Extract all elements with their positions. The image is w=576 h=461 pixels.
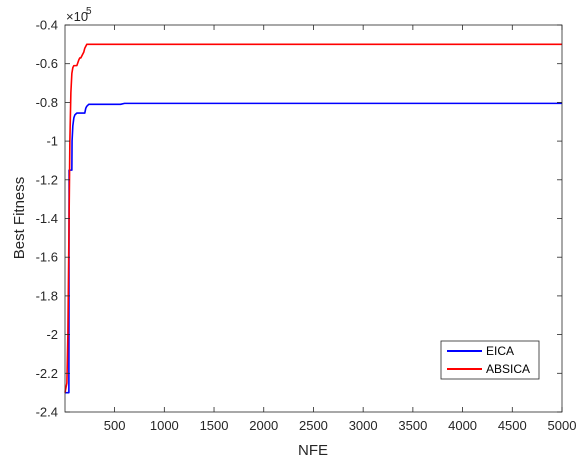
y-tick-label: -1.6: [36, 250, 58, 265]
y-tick-label: -0.6: [36, 56, 58, 71]
x-tick-label: 4500: [498, 418, 527, 433]
y-exponent-power: 5: [86, 6, 92, 17]
y-tick-label: -1.4: [36, 211, 58, 226]
x-tick-label: 2000: [249, 418, 278, 433]
legend-label-absica: ABSICA: [486, 362, 530, 376]
x-tick-label: 1500: [200, 418, 229, 433]
y-tick-label: -2: [46, 327, 58, 342]
y-tick-label: -1: [46, 134, 58, 149]
legend-label-eica: EICA: [486, 344, 514, 358]
ticks-layer: 500 1000 1500 2000 2500 3000 3500 4000 4500 5000 -…: [36, 18, 576, 434]
legend-box: [440, 340, 540, 380]
y-tick-label: -0.8: [36, 95, 58, 110]
series-line-absica: [64, 43, 562, 393]
x-tick-label: 1000: [150, 418, 179, 433]
y-tick-label: -2.2: [36, 366, 58, 381]
x-tick-label: 2500: [299, 418, 328, 433]
y-tick-label: -1.2: [36, 172, 58, 187]
y-exponent-base: ×10: [66, 9, 88, 24]
series-layer: [64, 43, 562, 394]
y-axis-label: Best Fitness: [11, 177, 28, 260]
legend: EICA ABSICA: [440, 340, 540, 380]
y-tick-label: -2.4: [36, 405, 58, 420]
x-tick-label: 3000: [349, 418, 378, 433]
series-line-eica: [65, 102, 562, 394]
y-tick-label: -0.4: [36, 18, 58, 33]
x-axis-label: NFE: [298, 442, 328, 459]
x-tick-label: 500: [104, 418, 126, 433]
y-tick-label: -1.8: [36, 288, 58, 303]
x-tick-label: 3500: [398, 418, 427, 433]
x-tick-label: 4000: [448, 418, 477, 433]
x-tick-label: 5000: [548, 418, 576, 433]
